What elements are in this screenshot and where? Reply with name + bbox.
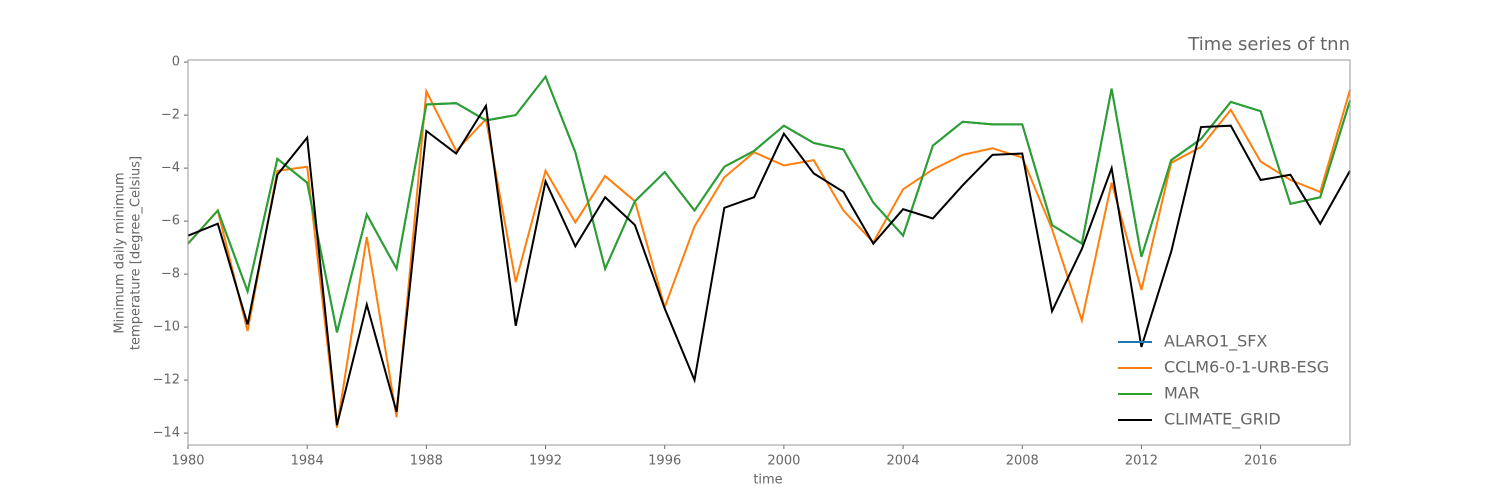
x-tick-label: 1980	[171, 454, 204, 469]
series-line	[187, 102, 1351, 426]
y-tick-label: −2	[161, 108, 180, 123]
y-tick-label: 0	[172, 55, 180, 70]
legend-label: MAR	[1164, 384, 1200, 403]
chart-title: Time series of tnn	[1187, 34, 1350, 55]
y-tick-label: −4	[161, 161, 180, 176]
plot-frame	[187, 59, 1351, 446]
series-line	[187, 74, 1351, 333]
x-tick-label: 2000	[767, 454, 800, 469]
x-tick-label: 1988	[410, 454, 443, 469]
x-axis-label: time	[753, 473, 782, 488]
x-tick-label: 1996	[648, 454, 681, 469]
legend-label: CLIMATE_GRID	[1164, 410, 1281, 430]
y-axis-label: Minimum daily minimum	[113, 172, 128, 333]
y-tick-label: −10	[153, 320, 180, 335]
legend-label: ALARO1_SFX	[1164, 332, 1267, 352]
y-tick-label: −6	[161, 214, 180, 229]
x-tick-label: 2012	[1125, 454, 1158, 469]
series-line	[187, 74, 1351, 333]
y-axis-label: temperature [degree_Celsius]	[129, 156, 144, 350]
x-tick-label: 2016	[1244, 454, 1277, 469]
y-tick-label: −14	[153, 426, 180, 441]
x-tick-label: 1984	[291, 454, 324, 469]
y-tick-label: −12	[153, 373, 180, 388]
y-tick-label: −8	[161, 267, 180, 282]
x-tick-label: 2004	[887, 454, 920, 469]
x-tick-label: 2008	[1006, 454, 1039, 469]
x-tick-label: 1992	[529, 454, 562, 469]
series-line	[187, 87, 1351, 428]
legend-label: CCLM6-0-1-URB-ESG	[1164, 358, 1329, 377]
